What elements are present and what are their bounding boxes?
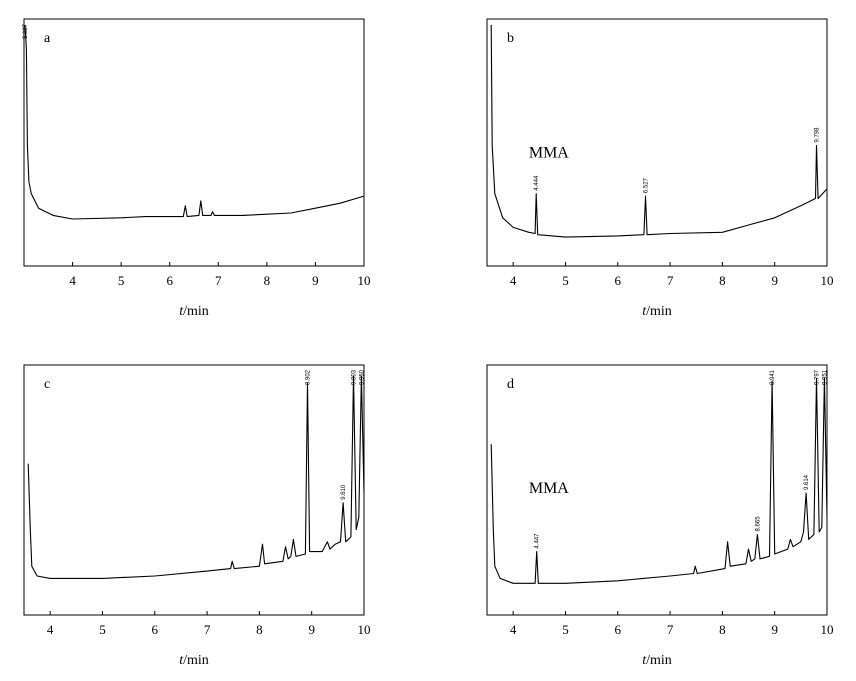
- plot-frame: [23, 18, 365, 267]
- x-tick-label: 10: [821, 622, 834, 637]
- peak-label: 6.527: [643, 177, 649, 193]
- x-tick-label: 9: [771, 273, 778, 288]
- peak-label: 9.798: [815, 127, 821, 143]
- annotation-label: MMA: [529, 480, 569, 497]
- peak-label: 3.027: [23, 23, 29, 39]
- plot-frame: [23, 364, 365, 616]
- x-axis-label-unit: /min: [183, 304, 209, 319]
- x-axis-label-var: t: [642, 304, 647, 319]
- x-tick-label: 5: [562, 622, 569, 637]
- x-tick-label: 6: [615, 273, 622, 288]
- x-tick-label: 7: [667, 622, 674, 637]
- x-tick-label: 4: [47, 622, 54, 637]
- x-axis-label: t/min: [642, 653, 672, 668]
- chart-panel-b: 4 5 6 7 8 9 10 t/min b MMA 4.444 6.527 9.798: [486, 18, 834, 319]
- annotation-label: MMA: [529, 145, 569, 162]
- x-tick-label: 4: [510, 622, 517, 637]
- panel-letter: c: [44, 377, 50, 392]
- peak-label: 8.665: [755, 516, 761, 532]
- x-axis-label: t/min: [179, 653, 209, 668]
- chromatogram-trace: [490, 24, 828, 238]
- peak-label: 9.803: [352, 369, 358, 385]
- x-tick-label: 7: [215, 273, 222, 288]
- chromatogram-trace: [27, 375, 365, 579]
- peak-label: 9.797: [815, 369, 821, 385]
- chromatogram-trace: [490, 377, 828, 584]
- x-axis-label-unit: /min: [646, 304, 672, 319]
- x-tick-label: 5: [562, 273, 569, 288]
- panel-letter: a: [44, 31, 51, 46]
- x-axis-label: t/min: [642, 304, 672, 319]
- x-axis-label-var: t: [179, 304, 184, 319]
- x-tick-label: 6: [152, 622, 159, 637]
- x-tick-label: 10: [821, 273, 834, 288]
- peak-label: 8.941: [770, 369, 776, 385]
- x-tick-label: 8: [264, 273, 271, 288]
- panel-letter: b: [507, 31, 514, 46]
- x-tick-label: 7: [667, 273, 674, 288]
- x-tick-label: 8: [719, 622, 726, 637]
- peak-label: 9.610: [341, 484, 347, 500]
- peak-label: 4.447: [535, 533, 541, 549]
- chart-panel-c: 4 5 6 7 8 9 10 t/min c 8.902 9.610 9.803 9.950: [23, 364, 371, 668]
- chromatogram-trace: [24, 24, 365, 220]
- x-tick-label: 10: [358, 273, 371, 288]
- x-tick-label: 5: [118, 273, 125, 288]
- peak-label: 9.951: [822, 369, 828, 385]
- x-tick-label: 6: [166, 273, 173, 288]
- plot-frame: [486, 18, 828, 267]
- x-tick-label: 9: [771, 622, 778, 637]
- chart-panel-d: 4 5 6 7 8 9 10 t/min d MMA 4.447 8.665 8.941 9.614 9.7…: [486, 364, 834, 668]
- x-tick-label: 8: [256, 622, 263, 637]
- x-axis-label-var: t: [179, 653, 184, 668]
- x-tick-label: 4: [69, 273, 76, 288]
- panel-letter: d: [507, 377, 514, 392]
- peak-label: 8.902: [306, 369, 312, 385]
- x-tick-label: 9: [312, 273, 319, 288]
- x-axis-label-unit: /min: [646, 653, 672, 668]
- x-tick-label: 4: [510, 273, 517, 288]
- x-tick-label: 9: [308, 622, 315, 637]
- chart-panel-a: 4 5 6 7 8 9 10 t/min a 3.027: [23, 18, 371, 319]
- peak-label: 9.950: [359, 369, 365, 385]
- x-tick-label: 7: [204, 622, 211, 637]
- x-tick-label: 8: [719, 273, 726, 288]
- x-tick-label: 5: [99, 622, 106, 637]
- x-tick-label: 6: [615, 622, 622, 637]
- x-axis-label-var: t: [642, 653, 647, 668]
- peak-label: 9.614: [804, 474, 810, 490]
- x-axis-label-unit: /min: [183, 653, 209, 668]
- x-tick-label: 10: [358, 622, 371, 637]
- peak-label: 4.444: [534, 175, 540, 191]
- x-axis-label: t/min: [179, 304, 209, 319]
